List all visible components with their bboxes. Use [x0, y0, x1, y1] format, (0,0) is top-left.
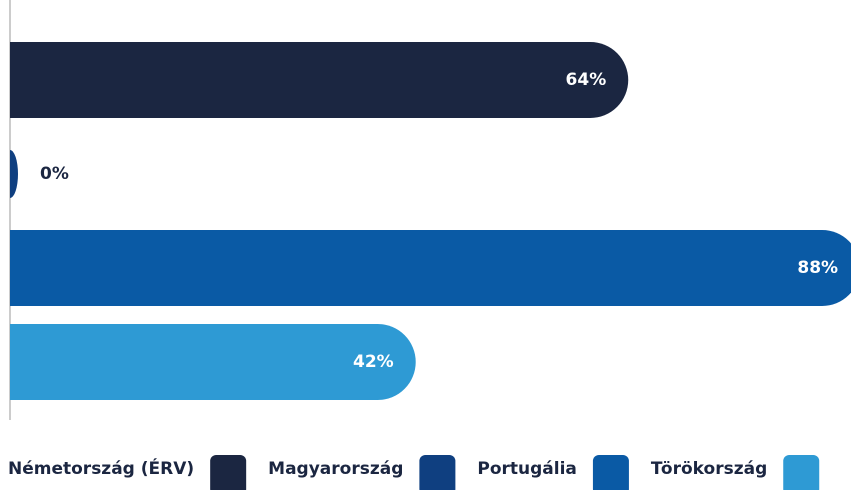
value-label: 42%	[353, 352, 394, 372]
legend-swatch	[592, 455, 629, 490]
value-label: 88%	[797, 258, 838, 278]
legend-label: Magyarország	[268, 459, 403, 479]
bar	[10, 150, 18, 198]
legend-swatch	[210, 455, 247, 490]
legend-swatch	[783, 455, 820, 490]
value-label: 64%	[566, 70, 607, 90]
bar	[10, 42, 629, 118]
legend-label: Törökország	[651, 459, 767, 479]
legend-swatch	[419, 455, 456, 490]
legend-label: Németország (ÉRV)	[8, 457, 194, 479]
bar	[10, 324, 416, 400]
bar	[10, 230, 851, 306]
legend-label: Portugália	[477, 459, 577, 479]
value-label: 0%	[40, 164, 69, 184]
